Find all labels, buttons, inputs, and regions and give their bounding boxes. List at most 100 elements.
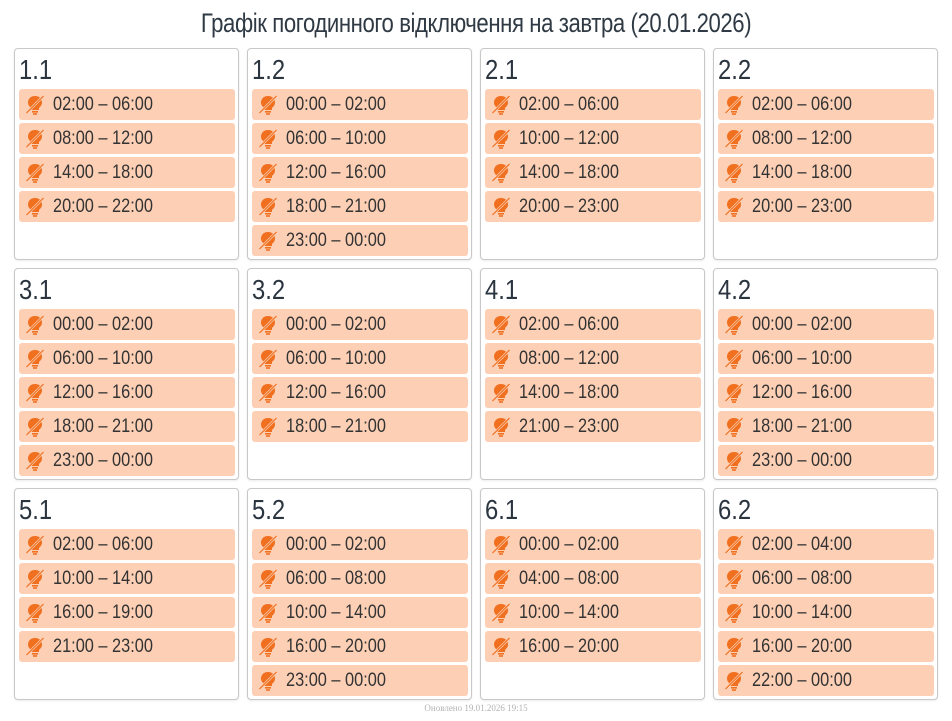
outage-time-range: 18:00 – 21:00 bbox=[53, 415, 153, 437]
outage-slot: 06:00 – 10:00 bbox=[252, 343, 468, 374]
outage-slot: 18:00 – 21:00 bbox=[19, 411, 235, 442]
slot-list: 02:00 – 06:00 08:00 – 12:00 14:00 – 18:00 2… bbox=[718, 89, 934, 222]
group-card-1-1: 1.1 02:00 – 06:00 08:00 – 12:00 14:00 – 18… bbox=[14, 48, 239, 260]
outage-time-range: 14:00 – 18:00 bbox=[53, 161, 153, 183]
group-title: 3.1 bbox=[19, 274, 53, 305]
outage-slot: 20:00 – 23:00 bbox=[718, 191, 934, 222]
bulb-off-icon bbox=[724, 94, 744, 116]
outage-slot: 20:00 – 23:00 bbox=[485, 191, 701, 222]
schedule-grid: 1.1 02:00 – 06:00 08:00 – 12:00 14:00 – 18… bbox=[14, 48, 939, 700]
outage-slot: 18:00 – 21:00 bbox=[252, 411, 468, 442]
outage-time-range: 04:00 – 08:00 bbox=[519, 567, 619, 589]
bulb-off-icon bbox=[491, 568, 511, 590]
bulb-off-icon bbox=[491, 196, 511, 218]
outage-slot: 02:00 – 06:00 bbox=[485, 89, 701, 120]
outage-slot: 21:00 – 23:00 bbox=[485, 411, 701, 442]
bulb-off-icon bbox=[491, 636, 511, 658]
outage-time-range: 14:00 – 18:00 bbox=[752, 161, 852, 183]
bulb-off-icon bbox=[724, 568, 744, 590]
bulb-off-icon bbox=[491, 314, 511, 336]
bulb-off-icon bbox=[25, 534, 45, 556]
outage-slot: 02:00 – 06:00 bbox=[718, 89, 934, 120]
outage-slot: 12:00 – 16:00 bbox=[252, 377, 468, 408]
outage-slot: 12:00 – 16:00 bbox=[19, 377, 235, 408]
outage-time-range: 14:00 – 18:00 bbox=[519, 161, 619, 183]
bulb-off-icon bbox=[25, 348, 45, 370]
group-title: 6.2 bbox=[718, 494, 752, 525]
outage-time-range: 08:00 – 12:00 bbox=[752, 127, 852, 149]
outage-slot: 04:00 – 08:00 bbox=[485, 563, 701, 594]
outage-time-range: 23:00 – 00:00 bbox=[53, 449, 153, 471]
outage-time-range: 00:00 – 02:00 bbox=[286, 313, 386, 335]
bulb-off-icon bbox=[724, 636, 744, 658]
group-card-5-2: 5.2 00:00 – 02:00 06:00 – 08:00 10:00 – 14… bbox=[247, 488, 472, 700]
bulb-off-icon bbox=[258, 416, 278, 438]
group-title: 2.1 bbox=[485, 54, 519, 85]
outage-slot: 14:00 – 18:00 bbox=[718, 157, 934, 188]
bulb-off-icon bbox=[25, 568, 45, 590]
group-card-2-2: 2.2 02:00 – 06:00 08:00 – 12:00 14:00 – 18… bbox=[713, 48, 938, 260]
outage-slot: 02:00 – 06:00 bbox=[485, 309, 701, 340]
updated-timestamp: Оновлено 19.01.2026 19:15 bbox=[424, 703, 528, 713]
outage-time-range: 00:00 – 02:00 bbox=[286, 93, 386, 115]
outage-slot: 00:00 – 02:00 bbox=[252, 529, 468, 560]
outage-time-range: 00:00 – 02:00 bbox=[286, 533, 386, 555]
outage-slot: 10:00 – 12:00 bbox=[485, 123, 701, 154]
slot-list: 00:00 – 02:00 04:00 – 08:00 10:00 – 14:00 1… bbox=[485, 529, 701, 662]
outage-time-range: 02:00 – 06:00 bbox=[519, 93, 619, 115]
bulb-off-icon bbox=[258, 94, 278, 116]
bulb-off-icon bbox=[25, 196, 45, 218]
outage-time-range: 12:00 – 16:00 bbox=[286, 161, 386, 183]
group-card-3-2: 3.2 00:00 – 02:00 06:00 – 10:00 12:00 – 16… bbox=[247, 268, 472, 480]
outage-slot: 02:00 – 06:00 bbox=[19, 529, 235, 560]
bulb-off-icon bbox=[724, 416, 744, 438]
slot-list: 00:00 – 02:00 06:00 – 08:00 10:00 – 14:00 1… bbox=[252, 529, 468, 696]
outage-time-range: 20:00 – 23:00 bbox=[519, 195, 619, 217]
outage-time-range: 06:00 – 10:00 bbox=[752, 347, 852, 369]
group-card-6-1: 6.1 00:00 – 02:00 04:00 – 08:00 10:00 – 14… bbox=[480, 488, 705, 700]
group-card-1-2: 1.2 00:00 – 02:00 06:00 – 10:00 12:00 – 16… bbox=[247, 48, 472, 260]
bulb-off-icon bbox=[258, 162, 278, 184]
outage-time-range: 08:00 – 12:00 bbox=[53, 127, 153, 149]
slot-list: 02:00 – 04:00 06:00 – 08:00 10:00 – 14:00 1… bbox=[718, 529, 934, 696]
group-card-2-1: 2.1 02:00 – 06:00 10:00 – 12:00 14:00 – 18… bbox=[480, 48, 705, 260]
bulb-off-icon bbox=[724, 670, 744, 692]
outage-time-range: 12:00 – 16:00 bbox=[752, 381, 852, 403]
outage-slot: 16:00 – 20:00 bbox=[485, 631, 701, 662]
outage-time-range: 18:00 – 21:00 bbox=[286, 195, 386, 217]
group-card-4-2: 4.2 00:00 – 02:00 06:00 – 10:00 12:00 – 16… bbox=[713, 268, 938, 480]
bulb-off-icon bbox=[258, 382, 278, 404]
group-title: 1.1 bbox=[19, 54, 53, 85]
outage-slot: 23:00 – 00:00 bbox=[252, 225, 468, 256]
outage-time-range: 10:00 – 14:00 bbox=[519, 601, 619, 623]
outage-time-range: 06:00 – 10:00 bbox=[286, 127, 386, 149]
outage-time-range: 23:00 – 00:00 bbox=[286, 669, 386, 691]
slot-list: 02:00 – 06:00 08:00 – 12:00 14:00 – 18:00 2… bbox=[485, 309, 701, 442]
outage-time-range: 06:00 – 08:00 bbox=[286, 567, 386, 589]
outage-slot: 12:00 – 16:00 bbox=[718, 377, 934, 408]
outage-slot: 20:00 – 22:00 bbox=[19, 191, 235, 222]
slot-list: 02:00 – 06:00 08:00 – 12:00 14:00 – 18:00 2… bbox=[19, 89, 235, 222]
bulb-off-icon bbox=[25, 314, 45, 336]
outage-slot: 06:00 – 08:00 bbox=[252, 563, 468, 594]
bulb-off-icon bbox=[491, 534, 511, 556]
group-card-3-1: 3.1 00:00 – 02:00 06:00 – 10:00 12:00 – 16… bbox=[14, 268, 239, 480]
outage-slot: 21:00 – 23:00 bbox=[19, 631, 235, 662]
outage-time-range: 02:00 – 06:00 bbox=[519, 313, 619, 335]
outage-slot: 00:00 – 02:00 bbox=[252, 89, 468, 120]
outage-time-range: 02:00 – 06:00 bbox=[752, 93, 852, 115]
outage-time-range: 22:00 – 00:00 bbox=[752, 669, 852, 691]
outage-time-range: 16:00 – 20:00 bbox=[286, 635, 386, 657]
outage-slot: 06:00 – 10:00 bbox=[252, 123, 468, 154]
outage-time-range: 10:00 – 14:00 bbox=[53, 567, 153, 589]
group-title: 2.2 bbox=[718, 54, 752, 85]
outage-slot: 14:00 – 18:00 bbox=[485, 157, 701, 188]
outage-slot: 02:00 – 06:00 bbox=[19, 89, 235, 120]
outage-slot: 10:00 – 14:00 bbox=[485, 597, 701, 628]
outage-time-range: 06:00 – 10:00 bbox=[286, 347, 386, 369]
bulb-off-icon bbox=[25, 94, 45, 116]
outage-time-range: 16:00 – 20:00 bbox=[519, 635, 619, 657]
outage-slot: 18:00 – 21:00 bbox=[718, 411, 934, 442]
group-card-5-1: 5.1 02:00 – 06:00 10:00 – 14:00 16:00 – 19… bbox=[14, 488, 239, 700]
outage-slot: 00:00 – 02:00 bbox=[718, 309, 934, 340]
